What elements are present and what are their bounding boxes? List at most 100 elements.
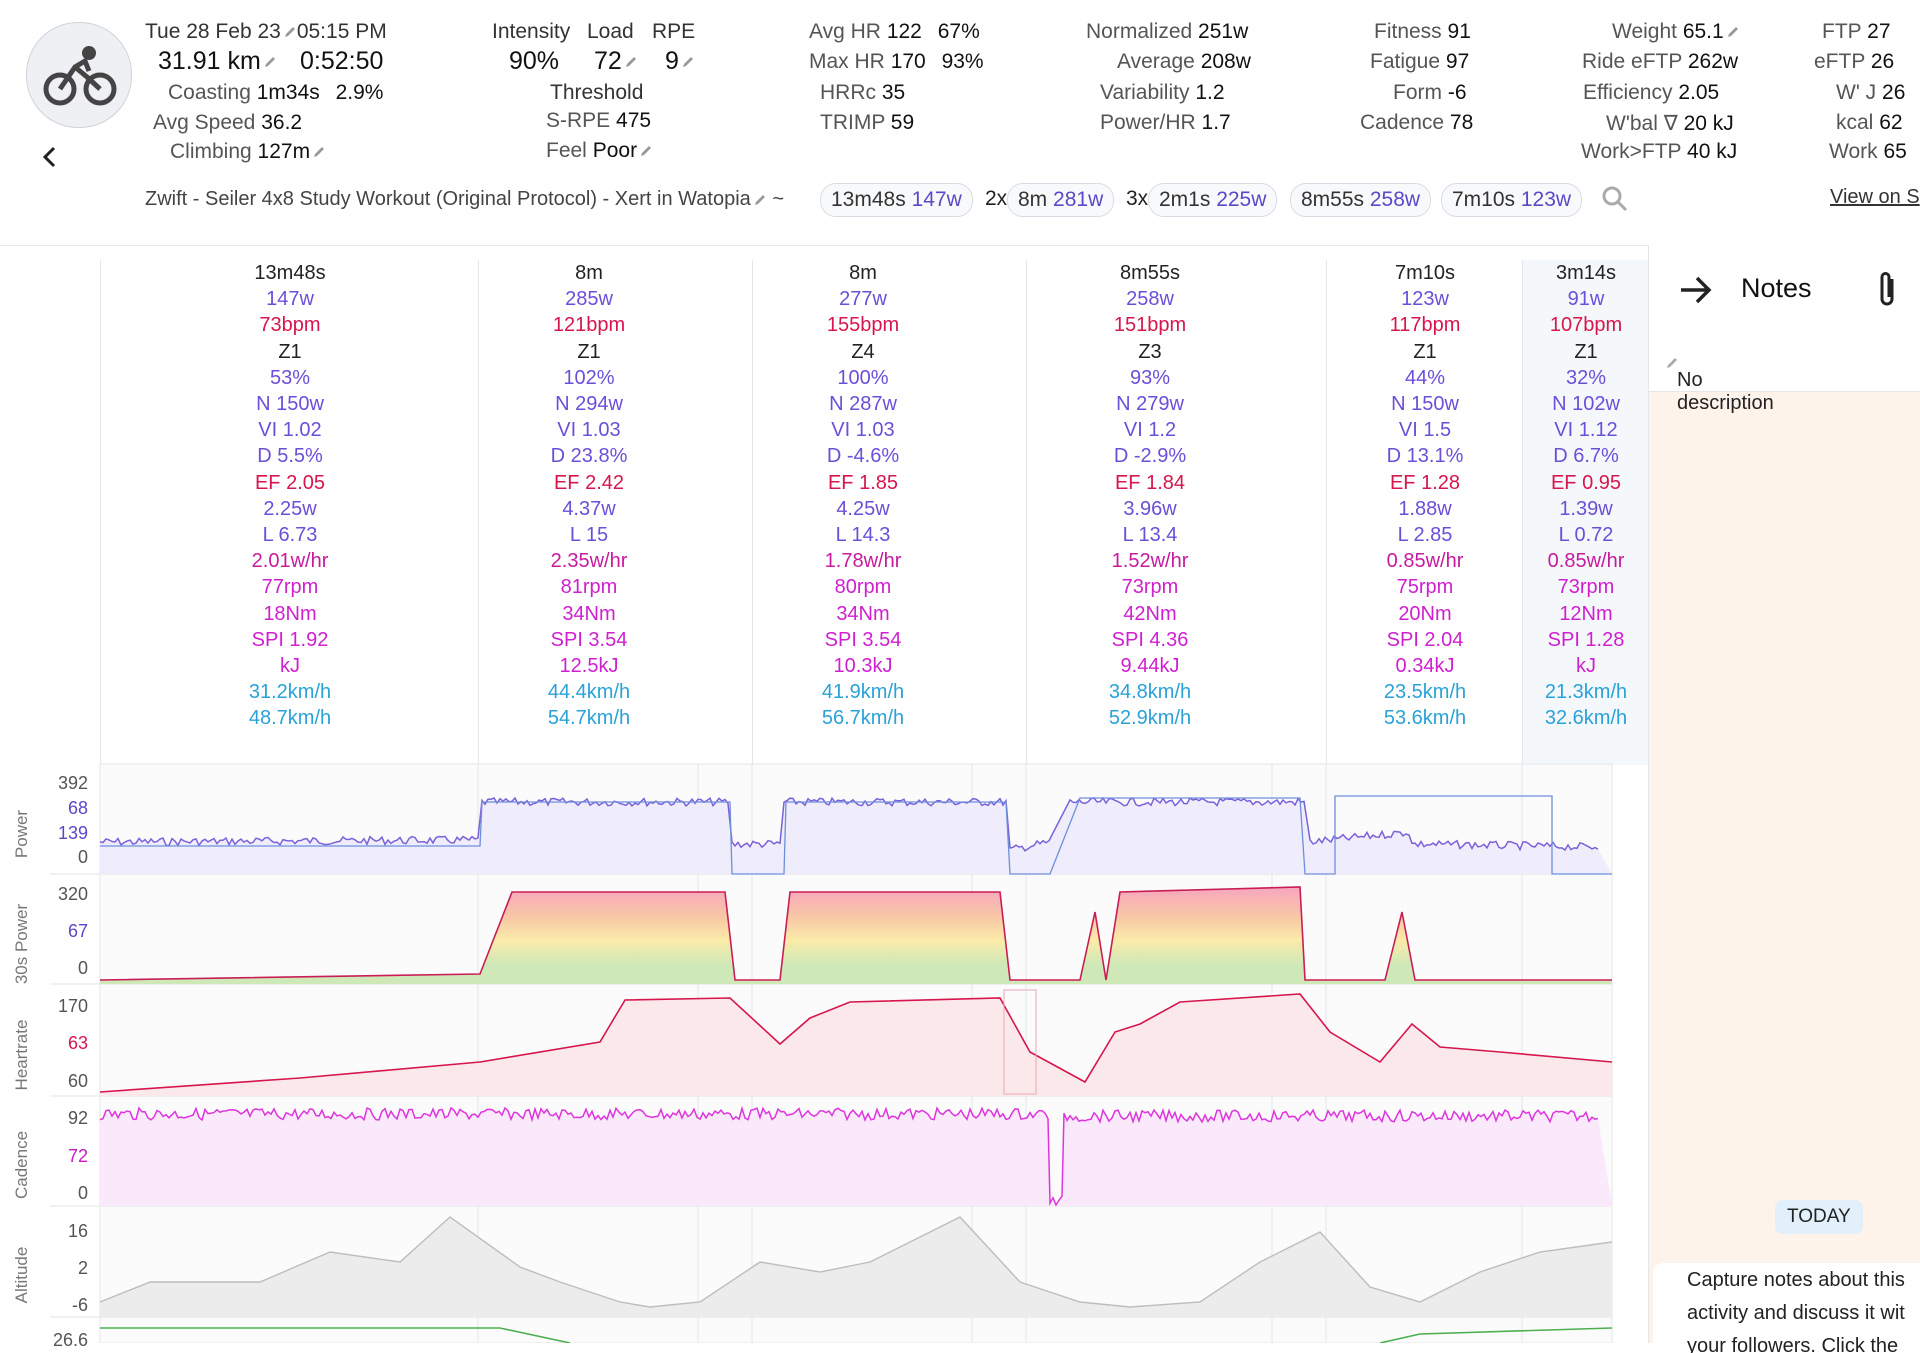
weight-stat[interactable]: Weight 65.1 [1612,20,1740,44]
fitness-label: Fitness [1374,20,1442,43]
paperclip-icon[interactable] [1875,269,1899,309]
avg-speed-value: 36.2 [261,111,303,134]
wprime-value: 26 [1882,81,1906,104]
bubble-line: your followers. Click the [1687,1335,1899,1353]
work-label: Work [1829,140,1878,163]
interval-watts-per-kg: 4.37w [562,497,616,520]
interval-cadence: 81rpm [560,576,618,599]
interval-chip[interactable]: 7m10s 123w [1441,183,1583,217]
average-power-stat: Average 208w [1117,50,1251,74]
interval-variability-index: VI 1.02 [258,419,322,442]
feel-stat[interactable]: Feel Poor [546,139,653,163]
activity-time: 05:15 PM [296,20,387,43]
variability-label: Variability [1100,81,1190,104]
wbal-value: 20 kJ [1683,112,1734,135]
ftp-stat: FTP 27 [1822,20,1891,44]
rpe-value[interactable]: 9 [665,47,695,76]
charts-svg[interactable] [0,762,1648,1344]
interval-load: L 6.73 [262,524,318,547]
interval-chip[interactable]: 8m55s 258w [1290,183,1432,217]
bubble-line: Capture notes about this [1687,1269,1905,1291]
interval-avg-watts: 147w [266,288,314,311]
distance-value[interactable]: 31.91 km [158,47,277,76]
activity-title[interactable]: Zwift - Seiler 4x8 Study Workout (Origin… [145,188,784,211]
interval-duration: 7m10s [1394,262,1456,284]
activity-title-text: Zwift - Seiler 4x8 Study Workout (Origin… [145,188,751,210]
interval-chip[interactable]: 2m1s 225w [1148,183,1278,217]
pencil-icon[interactable] [639,144,653,158]
pencil-icon[interactable] [753,193,767,207]
ride-eftp-label: Ride eFTP [1582,50,1682,73]
notes-help-bubble: Capture notes about this activity and di… [1653,1263,1920,1353]
interval-variability-index: VI 1.5 [1398,419,1452,442]
trimp-value: 59 [890,111,915,134]
today-badge: TODAY [1775,1200,1863,1234]
interval-column[interactable]: 7m10s 123w 117bpm Z1 44% N 150w VI 1.5 D 13.1% E… [1326,260,1523,765]
pencil-icon[interactable] [312,145,326,159]
fitness-stat: Fitness 91 [1374,20,1471,44]
interval-normalized-power: N 150w [256,393,324,416]
interval-column[interactable]: 8m55s 258w 151bpm Z3 93% N 279w VI 1.2 D -2.9% E… [1026,260,1273,765]
pencil-icon[interactable] [283,25,297,39]
form-label: Form [1393,81,1442,104]
activity-charts[interactable]: Power 30s Power Heartrate Cadence Altitu… [0,762,1648,1350]
interval-efficiency-factor: EF 1.84 [1114,471,1186,494]
form-stat: Form -6 [1393,81,1467,105]
interval-avg-speed: 21.3km/h [1544,681,1628,704]
power-line [99,796,1599,852]
interval-avg-watts: 123w [1401,288,1449,311]
interval-efficiency-factor: EF 2.42 [553,471,625,494]
pencil-icon[interactable] [681,55,695,69]
ride-eftp-stat: Ride eFTP 262w [1582,50,1738,74]
pencil-icon[interactable] [624,55,638,69]
interval-column[interactable]: 3m14s 91w 107bpm Z1 32% N 102w VI 1.12 D 6.7% EF… [1522,260,1649,765]
interval-decoupling: D 23.8% [550,445,628,468]
description-row[interactable]: No description [1649,333,1920,414]
activity-type-avatar [26,22,132,128]
variability-value: 1.2 [1195,81,1225,104]
activity-datetime[interactable]: Tue 28 Feb 23 05:15 PM [145,20,387,44]
interval-work: kJ [280,655,300,678]
activity-date: Tue 28 Feb 23 [145,20,281,43]
interval-avg-speed: 23.5km/h [1383,681,1467,704]
arrow-right-icon[interactable] [1679,275,1713,305]
interval-percent-ftp: 44% [1404,366,1446,389]
interval-chip[interactable]: 8m 281w [1007,183,1115,217]
interval-normalized-power: N 102w [1552,393,1620,416]
interval-percent-ftp: 32% [1565,366,1607,389]
interval-zone: Z1 [577,340,601,363]
interval-column[interactable]: 13m48s 147w 73bpm Z1 53% N 150w VI 1.02 D 5.5% E… [100,260,479,765]
interval-variability-index: VI 1.12 [1554,419,1618,442]
hrrc-stat: HRRc 35 [820,81,905,105]
weight-value: 65.1 [1682,20,1724,43]
interval-gap [698,260,753,765]
coasting-stat: Coasting 1m34s 2.9% [168,81,383,105]
variability-stat: Variability 1.2 [1100,81,1225,105]
search-icon[interactable] [1600,184,1630,214]
back-button[interactable] [38,145,62,169]
pencil-icon[interactable] [1726,25,1740,39]
cadence-line [99,1105,1599,1207]
max-hr-stat: Max HR 170 93% [809,50,984,74]
interval-column[interactable]: 8m 277w 155bpm Z4 100% N 287w VI 1.03 D -4.6% EF… [752,260,973,765]
pencil-icon[interactable] [263,55,277,69]
interval-column[interactable]: 8m 285w 121bpm Z1 102% N 294w VI 1.03 D 23.8% EF… [478,260,699,765]
climbing-stat[interactable]: Climbing 127m [170,140,326,164]
cadence-axis-label: Cadence [12,1130,31,1200]
view-on-strava-link[interactable]: View on S [1830,186,1920,208]
load-value[interactable]: 72 [594,47,638,76]
interval-chip[interactable]: 13m48s 147w [820,183,973,217]
coasting-label: Coasting [168,81,251,104]
pencil-icon[interactable] [1665,356,1679,370]
heartrate-selection-box [1003,989,1037,1095]
heartrate-tick: 60 [67,1071,88,1091]
kcal-stat: kcal 62 [1836,111,1903,135]
heartrate-line [99,993,1613,1093]
avg-speed-label: Avg Speed [153,111,256,134]
heartrate-area [100,994,1612,1096]
power30-line [99,886,1612,981]
interval-avg-hr: 117bpm [1389,314,1461,337]
power30-axis-label: 30s Power [12,903,31,985]
interval-max-speed: 52.9km/h [1108,707,1192,730]
notes-header: Notes [1649,245,1920,334]
